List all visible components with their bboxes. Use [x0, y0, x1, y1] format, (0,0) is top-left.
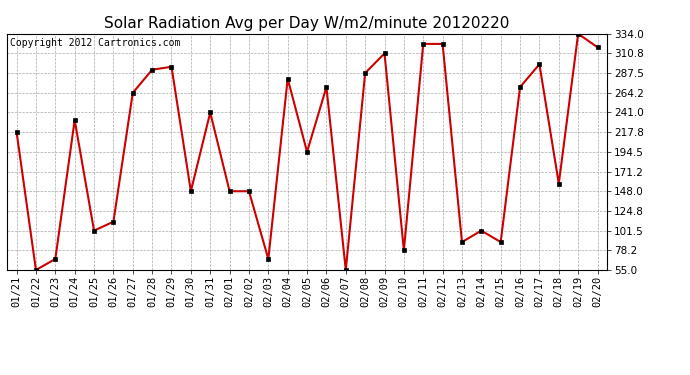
Text: Copyright 2012 Cartronics.com: Copyright 2012 Cartronics.com [10, 39, 180, 48]
Title: Solar Radiation Avg per Day W/m2/minute 20120220: Solar Radiation Avg per Day W/m2/minute … [104, 16, 510, 31]
